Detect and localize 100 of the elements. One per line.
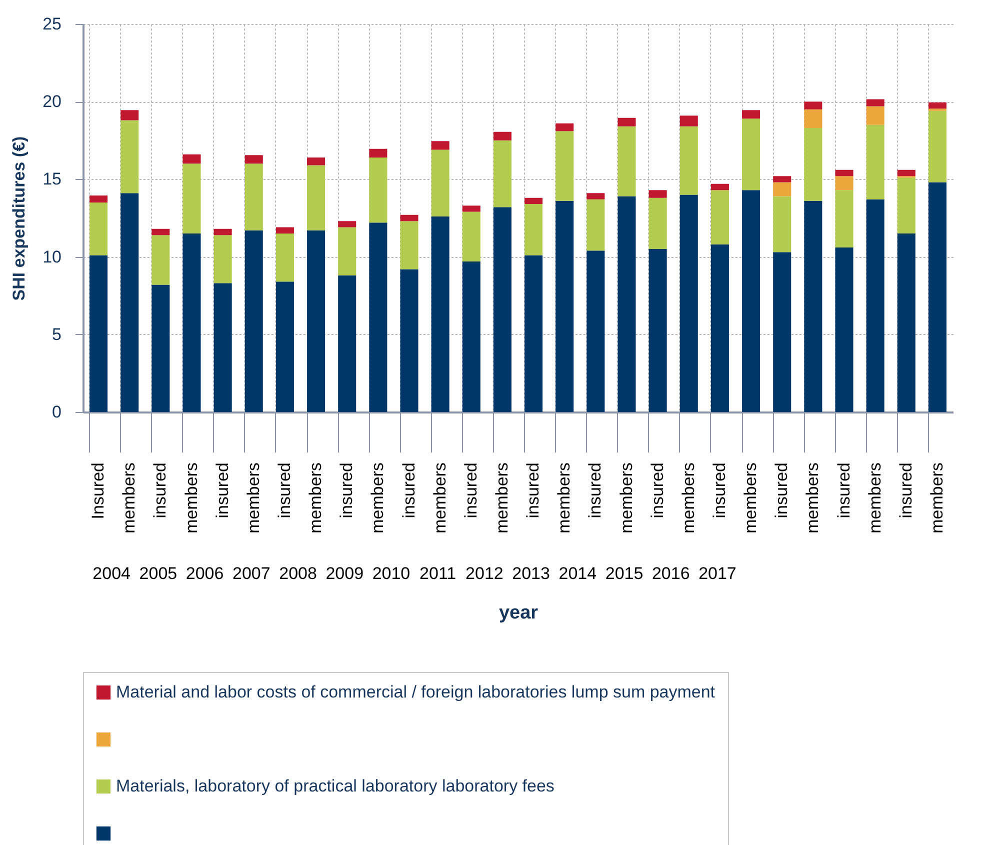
x-tick-label: insured bbox=[834, 462, 854, 518]
bar bbox=[648, 190, 667, 198]
x-tick-label: Insured bbox=[88, 462, 108, 520]
bar bbox=[835, 190, 854, 248]
x-tick-label: members bbox=[182, 462, 201, 534]
bar bbox=[182, 164, 201, 234]
bar bbox=[710, 190, 729, 244]
bar bbox=[804, 200, 822, 412]
text: 2007 bbox=[232, 564, 270, 583]
bar bbox=[742, 110, 760, 119]
x-tick-label: insured bbox=[150, 462, 170, 518]
bar bbox=[866, 99, 884, 106]
bar bbox=[835, 176, 854, 190]
bar bbox=[214, 283, 232, 412]
x-tick-label: insured bbox=[586, 462, 605, 518]
x-tick-label: members bbox=[120, 462, 139, 534]
x-tick-label: members bbox=[803, 462, 822, 534]
x-tick-label: members bbox=[492, 462, 512, 534]
bar bbox=[742, 118, 760, 190]
bar bbox=[152, 228, 170, 236]
bar bbox=[710, 244, 729, 412]
bar bbox=[773, 196, 792, 252]
bar bbox=[90, 255, 108, 412]
bar bbox=[369, 148, 388, 158]
bar bbox=[90, 202, 108, 256]
bar bbox=[214, 235, 232, 284]
bar bbox=[866, 124, 884, 200]
bar bbox=[462, 212, 480, 262]
bar bbox=[493, 132, 512, 140]
bar bbox=[586, 193, 605, 200]
x-tick-label: members bbox=[368, 462, 388, 534]
bar bbox=[276, 227, 294, 234]
x-tick-label: insured bbox=[461, 462, 480, 518]
x-tick-label: members bbox=[678, 462, 698, 534]
text: 2004 bbox=[92, 564, 130, 583]
bar bbox=[804, 102, 822, 110]
x-tick-label: insured bbox=[648, 462, 667, 518]
text: 2015 bbox=[605, 564, 644, 583]
x-tick-label: members bbox=[616, 462, 636, 534]
bar bbox=[307, 157, 326, 166]
bar bbox=[710, 184, 729, 190]
y-tick-label: 20 bbox=[42, 92, 62, 112]
bar bbox=[618, 118, 636, 126]
x-tick-label: insured bbox=[710, 462, 729, 518]
bar bbox=[680, 116, 698, 126]
bar bbox=[773, 252, 792, 412]
bar bbox=[928, 110, 946, 182]
x-tick-label: insured bbox=[212, 462, 232, 518]
bar bbox=[90, 195, 108, 202]
bar bbox=[773, 182, 792, 196]
text: 2013 bbox=[512, 564, 550, 583]
x-tick-label: insured bbox=[524, 462, 543, 518]
bar bbox=[369, 157, 388, 223]
bar bbox=[307, 230, 326, 412]
x-tick-label: members bbox=[741, 462, 760, 534]
x-tick-label: members bbox=[927, 462, 946, 534]
bar bbox=[586, 250, 605, 412]
x-tick-label: insured bbox=[337, 462, 356, 518]
x-tick-label: members bbox=[554, 462, 574, 534]
legend-label: Material and labor costs of commercial / foreign laboratories lump sum payment bbox=[116, 682, 716, 702]
text: 2010 bbox=[372, 564, 410, 583]
y-tick-label: 10 bbox=[42, 247, 62, 266]
bar bbox=[431, 216, 450, 412]
bar bbox=[928, 102, 946, 109]
text: 2009 bbox=[326, 564, 364, 583]
bar bbox=[493, 140, 512, 208]
bar bbox=[244, 155, 263, 164]
legend-label: Materials, laboratory of practical laboratory laboratory fees bbox=[116, 776, 554, 796]
bar bbox=[804, 128, 822, 201]
text: 2005 bbox=[139, 564, 178, 583]
bar bbox=[773, 176, 792, 182]
x-axis-title: year bbox=[498, 602, 539, 624]
x-tick-label: members bbox=[430, 462, 450, 534]
bar bbox=[680, 126, 698, 195]
bar bbox=[244, 230, 263, 412]
x-tick-label: insured bbox=[896, 462, 916, 518]
bar bbox=[244, 164, 263, 230]
x-tick-label: members bbox=[244, 462, 263, 534]
y-tick-label: 5 bbox=[52, 324, 62, 344]
text: 2012 bbox=[466, 564, 504, 583]
bar bbox=[400, 269, 418, 412]
bar bbox=[866, 199, 884, 412]
bar bbox=[152, 235, 170, 285]
bar bbox=[866, 106, 884, 125]
bar bbox=[648, 198, 667, 250]
bar bbox=[897, 170, 916, 176]
y-axis-title: SHI expenditures (€) bbox=[10, 136, 29, 301]
bar bbox=[400, 221, 418, 270]
bar bbox=[338, 275, 356, 412]
bar bbox=[338, 227, 356, 276]
bar bbox=[120, 120, 139, 194]
bar bbox=[276, 282, 294, 412]
x-tick-label: insured bbox=[274, 462, 294, 518]
bar bbox=[742, 190, 760, 412]
bar bbox=[462, 206, 480, 212]
bar bbox=[524, 255, 543, 412]
bar bbox=[431, 150, 450, 216]
bar bbox=[524, 198, 543, 204]
bar bbox=[556, 123, 574, 132]
x-tick-label: insured bbox=[399, 462, 418, 518]
